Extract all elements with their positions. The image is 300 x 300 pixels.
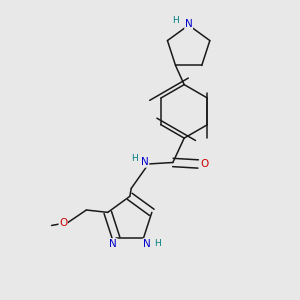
Text: N: N xyxy=(141,157,149,167)
Text: H: H xyxy=(154,239,161,248)
Text: O: O xyxy=(201,159,209,169)
Text: H: H xyxy=(131,154,138,163)
Text: N: N xyxy=(185,19,193,29)
Text: O: O xyxy=(59,218,67,228)
Text: H: H xyxy=(172,16,178,25)
Text: N: N xyxy=(109,239,117,249)
Text: N: N xyxy=(143,239,151,249)
